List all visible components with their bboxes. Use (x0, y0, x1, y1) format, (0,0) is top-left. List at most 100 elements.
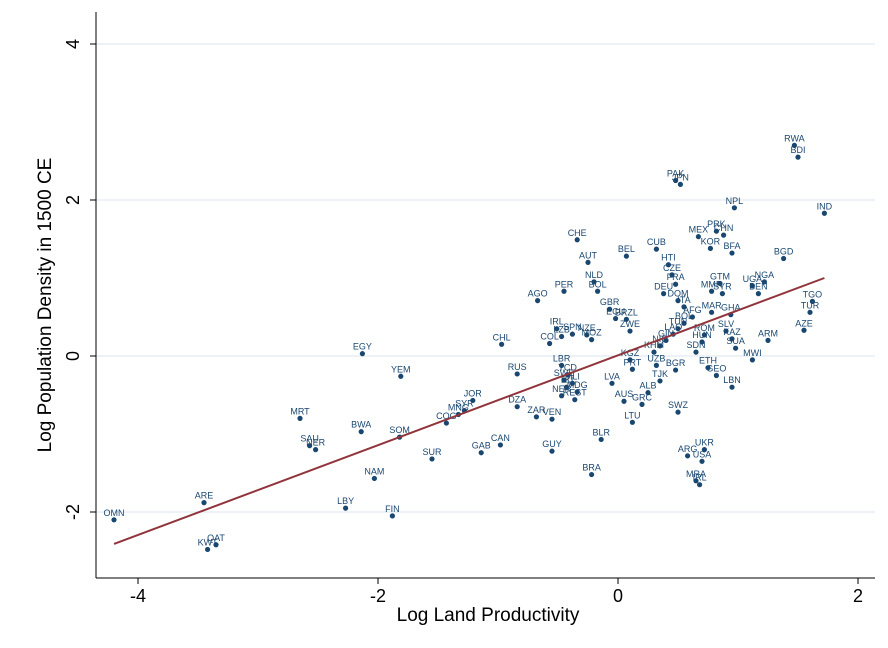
data-point (607, 306, 613, 312)
x-tick-label: -2 (370, 586, 386, 606)
point-label: KHM (644, 340, 664, 350)
data-point (699, 458, 705, 464)
data-point (761, 279, 768, 285)
data-point (205, 546, 211, 553)
point-label: MNG (448, 403, 469, 413)
point-label: GEO (706, 364, 726, 374)
data-point (709, 309, 715, 315)
point-label: NAM (364, 466, 384, 476)
fit-line-segment (113, 277, 825, 545)
point-label: AFG (683, 305, 702, 315)
x-axis-title: Log Land Productivity (397, 605, 580, 626)
data-point (701, 447, 708, 453)
point-label: REST (563, 388, 588, 398)
point-label: QAT (207, 533, 225, 543)
data-point (693, 349, 699, 355)
point-label: SDN (686, 340, 705, 350)
point-label: GAB (472, 441, 491, 451)
data-point (609, 380, 615, 386)
point-label: MLI (565, 371, 580, 381)
data-point (673, 281, 679, 287)
data-point (563, 384, 570, 390)
data-point (613, 315, 619, 322)
data-point (549, 448, 555, 454)
point-label: TCD (558, 363, 577, 373)
point-label: MMR (701, 279, 723, 289)
point-label: TKI (559, 375, 573, 385)
point-label: ZWE (620, 319, 640, 329)
point-label: ALB (639, 381, 656, 391)
point-label: SWE (554, 368, 575, 378)
point-label: SYR (713, 282, 732, 292)
data-point (713, 228, 720, 234)
data-point (559, 333, 565, 340)
data-point (569, 380, 576, 386)
data-point (791, 142, 798, 148)
point-label: SLV (718, 319, 734, 329)
data-point (589, 337, 595, 343)
data-point (781, 255, 787, 262)
data-point (669, 272, 675, 278)
data-point (657, 378, 663, 384)
data-point (535, 298, 541, 304)
fit-line (113, 277, 825, 545)
data-point (429, 456, 435, 462)
point-label: BRA (582, 463, 601, 473)
data-point (559, 362, 565, 368)
point-label: MOZ (582, 328, 602, 338)
point-label: PAK (667, 169, 684, 179)
data-point (313, 447, 319, 453)
point-label: GBR (600, 297, 620, 307)
data-point (651, 349, 657, 355)
point-label: AGO (528, 289, 548, 299)
data-point (765, 337, 771, 343)
point-label: KGZ (621, 348, 640, 358)
point-label: MRT (290, 406, 310, 416)
point-label: GIN (658, 328, 674, 338)
point-label: SUA (726, 336, 745, 346)
data-point (795, 154, 801, 160)
point-label: CAN (491, 433, 510, 443)
point-label: UZB (647, 353, 665, 363)
data-point (554, 326, 560, 332)
point-label: SOM (389, 425, 410, 435)
data-point (514, 371, 520, 377)
data-point (627, 328, 633, 334)
axes: -2 0 2 4 -4 -2 0 2 (63, 12, 875, 606)
point-label: NGA (755, 270, 775, 280)
point-label: EGY (353, 342, 372, 352)
data-point (598, 436, 604, 443)
point-label: CHL (493, 332, 511, 342)
point-label: JOR (464, 388, 483, 398)
point-label: BEL (618, 244, 635, 254)
point-label: NPL (726, 196, 744, 206)
point-label: PRK (707, 219, 726, 229)
point-label: NZE (578, 323, 596, 333)
data-point (673, 177, 679, 184)
data-point (533, 414, 540, 420)
point-label: MEX (689, 225, 709, 235)
data-point (591, 279, 597, 285)
point-label: DEU (654, 282, 673, 292)
data-point (307, 443, 313, 449)
data-point (559, 393, 565, 399)
data-point (697, 482, 703, 488)
point-label: KAZ (723, 327, 741, 337)
data-point (343, 505, 349, 511)
point-label: BEN (749, 282, 768, 292)
data-point (657, 343, 663, 349)
data-point (681, 304, 687, 310)
data-point (201, 500, 207, 506)
point-label: NER (552, 384, 572, 394)
point-label: AUT (579, 250, 598, 260)
point-label: CZE (663, 263, 681, 273)
data-point (749, 283, 756, 289)
data-point (675, 409, 681, 415)
point-label: CHE (568, 228, 587, 238)
point-label: IRL (693, 473, 707, 483)
point-label: GRC (632, 392, 653, 402)
data-point (689, 314, 696, 320)
point-label: LTU (624, 410, 640, 420)
data-point (595, 288, 601, 294)
